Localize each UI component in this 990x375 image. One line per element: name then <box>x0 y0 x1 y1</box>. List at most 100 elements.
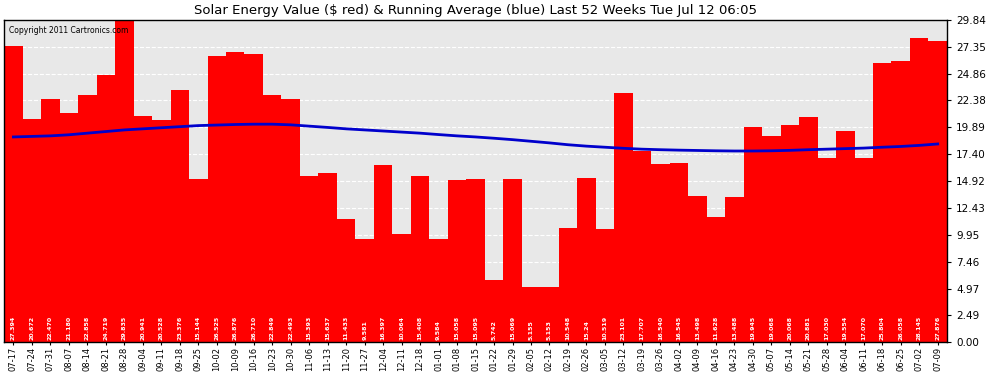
Text: 26.058: 26.058 <box>898 316 903 340</box>
Text: 17.070: 17.070 <box>861 316 866 340</box>
Bar <box>134 116 152 342</box>
Bar <box>337 219 355 342</box>
Bar <box>78 95 97 342</box>
Text: 20.672: 20.672 <box>30 316 35 340</box>
Text: 5.153: 5.153 <box>547 320 552 340</box>
Bar <box>762 136 780 342</box>
Text: 15.144: 15.144 <box>196 316 201 340</box>
Bar <box>688 196 707 342</box>
Text: 25.804: 25.804 <box>880 316 885 340</box>
Text: 20.068: 20.068 <box>787 316 792 340</box>
Text: 17.707: 17.707 <box>640 316 644 340</box>
Bar <box>596 229 614 342</box>
Text: 22.858: 22.858 <box>85 316 90 340</box>
Bar <box>873 63 891 342</box>
Bar <box>281 99 300 342</box>
Text: 15.095: 15.095 <box>473 316 478 340</box>
Bar <box>430 239 447 342</box>
Bar <box>891 61 910 342</box>
Text: 5.742: 5.742 <box>491 320 497 340</box>
Text: 27.876: 27.876 <box>936 316 940 340</box>
Bar <box>152 120 170 342</box>
Text: 27.394: 27.394 <box>11 316 16 340</box>
Text: 20.881: 20.881 <box>806 316 811 340</box>
Bar <box>743 127 762 342</box>
Bar <box>818 158 836 342</box>
Text: 26.876: 26.876 <box>233 316 238 340</box>
Text: 22.470: 22.470 <box>48 316 52 340</box>
Text: 9.584: 9.584 <box>436 320 442 340</box>
Text: 16.540: 16.540 <box>658 316 663 340</box>
Bar <box>115 20 134 342</box>
Bar <box>633 151 651 342</box>
Text: 22.493: 22.493 <box>288 316 293 340</box>
Text: 21.180: 21.180 <box>66 316 71 340</box>
Bar <box>170 90 189 342</box>
Bar <box>854 158 873 342</box>
Text: 20.528: 20.528 <box>158 316 163 340</box>
Bar <box>42 99 59 342</box>
Text: 17.030: 17.030 <box>825 316 830 340</box>
Bar <box>466 179 485 342</box>
Bar <box>245 54 263 342</box>
Bar <box>522 286 541 342</box>
Text: 13.498: 13.498 <box>695 316 700 340</box>
Bar <box>836 131 854 342</box>
Bar <box>355 239 374 342</box>
Text: 20.941: 20.941 <box>141 316 146 340</box>
Text: 19.068: 19.068 <box>769 316 774 340</box>
Text: 22.849: 22.849 <box>269 316 274 340</box>
Bar <box>558 228 577 342</box>
Bar <box>503 180 522 342</box>
Bar <box>97 75 115 342</box>
Text: 16.545: 16.545 <box>676 316 681 340</box>
Bar <box>300 176 319 342</box>
Bar <box>23 119 42 342</box>
Bar <box>725 196 743 342</box>
Text: 13.488: 13.488 <box>732 316 737 340</box>
Bar <box>651 164 669 342</box>
Text: Copyright 2011 Cartronics.com: Copyright 2011 Cartronics.com <box>9 26 129 35</box>
Text: 10.548: 10.548 <box>565 316 570 340</box>
Title: Solar Energy Value ($ red) & Running Average (blue) Last 52 Weeks Tue Jul 12 06:: Solar Energy Value ($ red) & Running Ave… <box>194 4 757 17</box>
Text: 9.581: 9.581 <box>362 320 367 340</box>
Text: 11.628: 11.628 <box>714 316 719 340</box>
Text: 15.24: 15.24 <box>584 320 589 340</box>
Bar <box>447 180 466 342</box>
Text: 19.945: 19.945 <box>750 316 755 340</box>
Bar <box>669 164 688 342</box>
Bar <box>263 95 281 342</box>
Bar <box>189 178 208 342</box>
Text: 10.064: 10.064 <box>399 316 404 340</box>
Bar <box>485 280 503 342</box>
Bar <box>4 46 23 342</box>
Bar <box>799 117 818 342</box>
Text: 15.058: 15.058 <box>454 316 459 340</box>
Text: 15.393: 15.393 <box>307 316 312 340</box>
Text: 24.719: 24.719 <box>103 316 108 340</box>
Text: 15.408: 15.408 <box>418 316 423 340</box>
Bar <box>707 217 725 342</box>
Text: 19.554: 19.554 <box>842 316 847 340</box>
Bar <box>910 38 929 342</box>
Text: 11.433: 11.433 <box>344 316 348 340</box>
Bar <box>614 93 633 342</box>
Text: 29.835: 29.835 <box>122 316 127 340</box>
Bar <box>392 234 411 342</box>
Text: 15.069: 15.069 <box>510 316 515 340</box>
Bar <box>226 52 245 342</box>
Text: 26.525: 26.525 <box>214 316 219 340</box>
Text: 28.145: 28.145 <box>917 316 922 340</box>
Text: 10.519: 10.519 <box>603 316 608 340</box>
Bar <box>929 41 946 342</box>
Text: 15.637: 15.637 <box>325 316 330 340</box>
Bar <box>208 56 226 342</box>
Bar <box>577 178 596 342</box>
Text: 23.376: 23.376 <box>177 316 182 340</box>
Bar <box>780 125 799 342</box>
Text: 5.155: 5.155 <box>529 320 534 340</box>
Bar <box>411 176 430 342</box>
Bar <box>541 287 558 342</box>
Bar <box>319 173 337 342</box>
Text: 23.101: 23.101 <box>621 316 626 340</box>
